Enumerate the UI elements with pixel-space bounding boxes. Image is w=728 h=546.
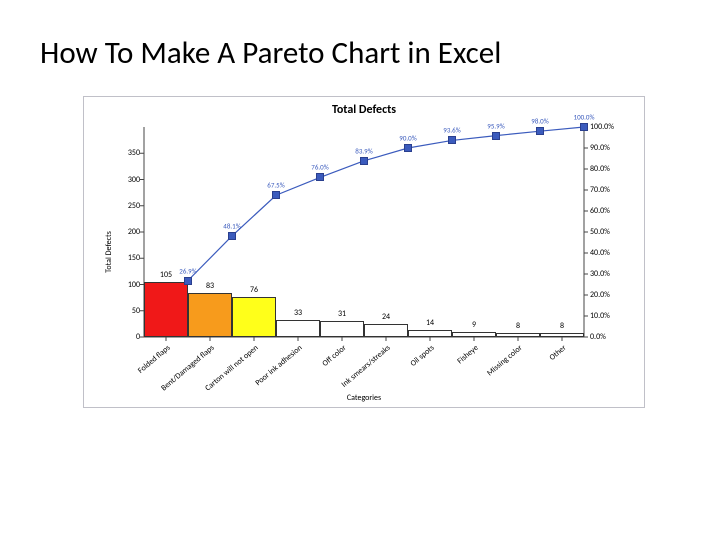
category-label: Poor ink adhesion — [253, 343, 304, 388]
category-label: Oil spots — [408, 343, 436, 369]
plot-area: 105 83 76 33 31 24 14 9 8 8 26.9% 48.1% 67.5% 76.0% 83… — [144, 127, 584, 337]
y-right-tick: 90.0% — [590, 143, 630, 153]
bar-value-label: 8 — [560, 321, 564, 331]
bar — [496, 333, 540, 337]
bar — [232, 297, 276, 337]
y-left-tick: 150 — [110, 253, 140, 263]
bar-value-label: 76 — [250, 285, 258, 295]
y-left-tick: 250 — [110, 201, 140, 211]
bar-value-label: 105 — [160, 270, 172, 280]
y-left-tick: 350 — [110, 148, 140, 158]
y-right-tick: 100.0% — [590, 122, 630, 132]
pct-label: 93.6% — [443, 126, 460, 135]
bar-value-label: 31 — [338, 309, 346, 319]
category-label: Fisheye — [455, 343, 480, 366]
y-right-tick: 70.0% — [590, 185, 630, 195]
y-right-tick: 30.0% — [590, 269, 630, 279]
y-right-tick: 40.0% — [590, 248, 630, 258]
bar — [276, 320, 320, 337]
line-marker — [580, 123, 588, 131]
bar-value-label: 8 — [516, 321, 520, 331]
y-right-tick: 20.0% — [590, 290, 630, 300]
pct-label: 95.9% — [487, 121, 504, 130]
bar-value-label: 83 — [206, 281, 214, 291]
line-marker — [404, 144, 412, 152]
x-axis-label: Categories — [84, 393, 644, 403]
y-left-tick: 100 — [110, 280, 140, 290]
bar — [320, 321, 364, 337]
pct-label: 90.0% — [399, 134, 416, 143]
pareto-chart: Total Defects Total Defects Categories 1… — [83, 96, 645, 408]
bar — [540, 333, 584, 337]
y-left-tick: 300 — [110, 175, 140, 185]
line-marker — [316, 173, 324, 181]
y-right-tick: 60.0% — [590, 206, 630, 216]
line-marker — [228, 232, 236, 240]
pct-label: 26.9% — [179, 266, 196, 275]
pct-label: 100.0% — [574, 113, 595, 122]
bar-value-label: 9 — [472, 320, 476, 330]
bar — [452, 332, 496, 337]
bar-value-label: 33 — [294, 308, 302, 318]
line-marker — [492, 132, 500, 140]
line-marker — [272, 191, 280, 199]
y-right-tick: 50.0% — [590, 227, 630, 237]
bar — [364, 324, 408, 337]
pct-label: 48.1% — [223, 222, 240, 231]
y-axis-label: Total Defects — [104, 231, 114, 273]
line-marker — [448, 136, 456, 144]
bar — [144, 282, 188, 337]
pct-label: 83.9% — [355, 146, 372, 155]
category-label: Folded flaps — [136, 343, 172, 376]
pct-label: 76.0% — [311, 163, 328, 172]
page-title: How To Make A Pareto Chart in Excel — [40, 34, 688, 72]
category-label: Off color — [320, 343, 348, 369]
category-label: Other — [547, 343, 568, 363]
line-marker — [536, 127, 544, 135]
pct-label: 98.0% — [531, 117, 548, 126]
bar-value-label: 14 — [426, 318, 434, 328]
y-right-tick: 0.0% — [590, 332, 630, 342]
y-right-tick: 80.0% — [590, 164, 630, 174]
y-left-tick: 50 — [110, 306, 140, 316]
y-left-tick: 200 — [110, 227, 140, 237]
category-label: Missing color — [485, 343, 524, 378]
chart-title: Total Defects — [84, 103, 644, 117]
pct-label: 67.5% — [267, 181, 284, 190]
y-left-tick: 0 — [110, 332, 140, 342]
line-marker — [184, 277, 192, 285]
bar-value-label: 24 — [382, 312, 390, 322]
y-right-tick: 10.0% — [590, 311, 630, 321]
line-marker — [360, 157, 368, 165]
bar — [188, 293, 232, 337]
bar — [408, 330, 452, 337]
